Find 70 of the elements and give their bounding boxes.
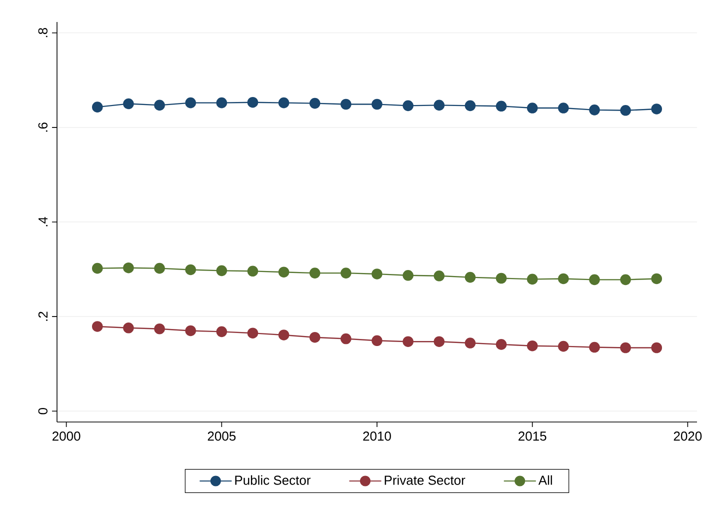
- legend-label: All: [538, 475, 552, 485]
- point: [123, 322, 134, 334]
- point: [185, 264, 196, 276]
- point: [620, 104, 631, 116]
- point: [402, 100, 414, 112]
- point: [154, 100, 165, 111]
- point: [434, 100, 445, 111]
- point: [589, 274, 600, 286]
- legend-label: Private Sector: [384, 475, 466, 485]
- point: [340, 333, 352, 344]
- point: [496, 100, 507, 112]
- point: [247, 328, 258, 338]
- point: [278, 266, 290, 278]
- point: [496, 272, 507, 284]
- point: [558, 102, 569, 114]
- point: [340, 268, 352, 278]
- legend-label: Public Sector: [235, 475, 311, 485]
- y-tick-label: .8: [38, 28, 48, 38]
- point: [651, 104, 662, 114]
- point: [526, 340, 538, 352]
- x-tick-label: 2010: [363, 432, 391, 441]
- point: [154, 262, 165, 274]
- y-tick-label: .4: [38, 216, 48, 226]
- point: [123, 262, 134, 274]
- point: [372, 335, 382, 346]
- point: [464, 100, 476, 112]
- point: [216, 326, 228, 338]
- y-tick-label: .2: [38, 312, 48, 321]
- point: [651, 273, 662, 284]
- point: [558, 340, 569, 352]
- point: [309, 268, 320, 278]
- point: [247, 96, 258, 108]
- point: [526, 102, 538, 114]
- x-tick-label: 2000: [52, 432, 80, 441]
- point: [216, 97, 228, 108]
- y-tick-label: 0: [38, 408, 48, 414]
- point: [92, 321, 103, 332]
- point: [620, 342, 631, 354]
- point: [309, 98, 320, 109]
- point: [123, 98, 134, 110]
- point: [558, 273, 569, 284]
- x-tick-label: 2015: [518, 432, 546, 441]
- point: [496, 339, 507, 350]
- point: [372, 98, 382, 110]
- point: [278, 330, 290, 340]
- point: [589, 342, 600, 353]
- point: [372, 268, 382, 280]
- point: [309, 332, 320, 343]
- point: [402, 270, 414, 281]
- point: [278, 97, 290, 108]
- point: [589, 104, 600, 116]
- point: [464, 272, 476, 283]
- point: [402, 336, 414, 348]
- point: [340, 98, 352, 110]
- point: [247, 266, 258, 277]
- point: [651, 342, 662, 354]
- point: [154, 323, 165, 334]
- point: [92, 102, 103, 112]
- point: [185, 325, 196, 336]
- x-tick-label: 2005: [208, 432, 236, 441]
- point: [434, 270, 445, 282]
- point: [620, 274, 631, 286]
- point: [185, 97, 196, 108]
- point: [216, 265, 228, 276]
- x-tick-label: 2020: [674, 432, 702, 441]
- point: [526, 274, 538, 285]
- point: [92, 262, 103, 274]
- y-tick-label: .6: [38, 122, 48, 132]
- point: [434, 336, 445, 348]
- point: [464, 338, 476, 348]
